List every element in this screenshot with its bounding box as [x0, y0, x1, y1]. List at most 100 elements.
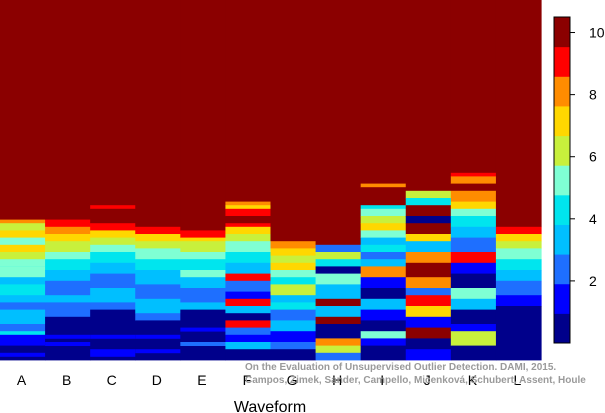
heatmap-cell [315, 284, 362, 300]
heatmap-cell [360, 223, 407, 231]
heatmap-cell [180, 270, 227, 278]
heatmap-cell [405, 277, 452, 289]
heatmap-cell [450, 309, 497, 325]
column-D [135, 0, 181, 361]
heatmap-cell [495, 241, 542, 249]
heatmap-cell [180, 241, 227, 253]
heatmap-cell [315, 0, 362, 246]
heatmap-cell [0, 259, 46, 267]
heatmap-cell [270, 302, 317, 310]
colorbar-segment [554, 76, 570, 107]
x-tick-label: A [17, 372, 27, 388]
heatmap-cell [495, 234, 542, 242]
colorbar-tick-label: 6 [589, 149, 597, 165]
heatmap-cell [360, 277, 407, 289]
heatmap-cell [315, 273, 362, 285]
column-G [270, 0, 317, 361]
heatmap-cell [90, 273, 136, 289]
heatmap-cell [450, 288, 497, 300]
heatmap-cell [270, 248, 317, 256]
heatmap-cell [360, 208, 407, 217]
heatmap-cell [450, 298, 497, 310]
heatmap-cell [315, 352, 362, 361]
heatmap-cell [225, 313, 272, 321]
colorbar: 2 4 6 8 10 [553, 16, 605, 344]
x-tick-label: H [332, 372, 342, 388]
heatmap-cell [180, 309, 227, 361]
heatmap-cell [90, 237, 136, 246]
watermark-line-2: Campos, Zimek, Sander, Campello, Micenko… [245, 375, 586, 386]
heatmap-cell [360, 309, 407, 321]
heatmap-cell [360, 216, 407, 224]
heatmap-cell [180, 0, 227, 231]
heatmap-cell [225, 334, 272, 343]
heatmap-cell [405, 241, 452, 253]
heatmap-cell [135, 320, 181, 361]
colorbar-frame [553, 16, 571, 344]
heatmap-cell [180, 237, 227, 242]
x-tick-label: C [107, 372, 117, 388]
heatmap-cell [90, 230, 136, 238]
heatmap-cell [45, 234, 91, 242]
heatmap-cell [135, 298, 181, 314]
heatmap-cell [135, 313, 181, 321]
heatmap-cell [135, 234, 181, 242]
x-tick-label: K [468, 372, 478, 388]
heatmap-cell [180, 342, 227, 346]
heatmap-cell [45, 270, 91, 282]
heatmap-cell [315, 252, 362, 260]
heatmap-cell [0, 324, 46, 332]
heatmap-cell [0, 230, 46, 238]
heatmap-cell [225, 262, 272, 274]
heatmap-cell [450, 237, 497, 253]
column-E [180, 0, 227, 361]
heatmap-cell [90, 208, 136, 224]
heatmap-cell [225, 226, 272, 235]
heatmap-cell [315, 345, 362, 354]
heatmap-cell [135, 226, 181, 235]
colorbar-segment [554, 165, 570, 196]
heatmap-cell [225, 273, 272, 282]
heatmap-cell [405, 190, 452, 199]
heatmap-cell [225, 320, 272, 328]
colorbar-tick-label: 2 [589, 273, 597, 289]
heatmap-cell [495, 259, 542, 271]
heatmap-cell [450, 208, 497, 217]
heatmap-cell [90, 262, 136, 274]
heatmap-cell [45, 295, 91, 303]
column-L [495, 0, 542, 361]
colorbar-segment [554, 46, 570, 77]
heatmap-cell [90, 0, 136, 206]
heatmap-cell [405, 205, 452, 217]
colorbar-tick-label: 8 [589, 87, 597, 103]
heatmap-cell [90, 349, 136, 357]
heatmap-cell [450, 201, 497, 210]
heatmap-cell [0, 309, 46, 325]
x-tick-label: L [514, 372, 522, 388]
heatmap-cell [45, 259, 91, 271]
colorbar-segment [554, 283, 570, 314]
heatmap-cell [360, 338, 407, 346]
heatmap-cell [270, 331, 317, 343]
heatmap-cell [90, 223, 136, 231]
heatmap-cell [135, 0, 181, 228]
x-axis-title: Waveform [234, 399, 306, 413]
heatmap-cell [135, 248, 181, 260]
heatmap-cell [405, 295, 452, 307]
heatmap-cell [495, 295, 542, 307]
heatmap-cell [45, 302, 91, 318]
heatmap-cell [225, 306, 272, 314]
heatmap-cell [450, 190, 497, 202]
colorbar-segment [554, 105, 570, 137]
heatmap-cell [225, 201, 272, 206]
colorbar-segment [554, 224, 570, 255]
heatmap-cell [450, 172, 497, 177]
heatmap-cell [450, 252, 497, 264]
heatmap-cell [450, 183, 497, 192]
heatmap-cell [450, 176, 497, 184]
column-J [405, 0, 452, 361]
heatmap-cell [90, 252, 136, 264]
heatmap-cell [450, 324, 497, 332]
heatmap-cell [0, 295, 46, 303]
heatmap-cell [405, 349, 452, 361]
